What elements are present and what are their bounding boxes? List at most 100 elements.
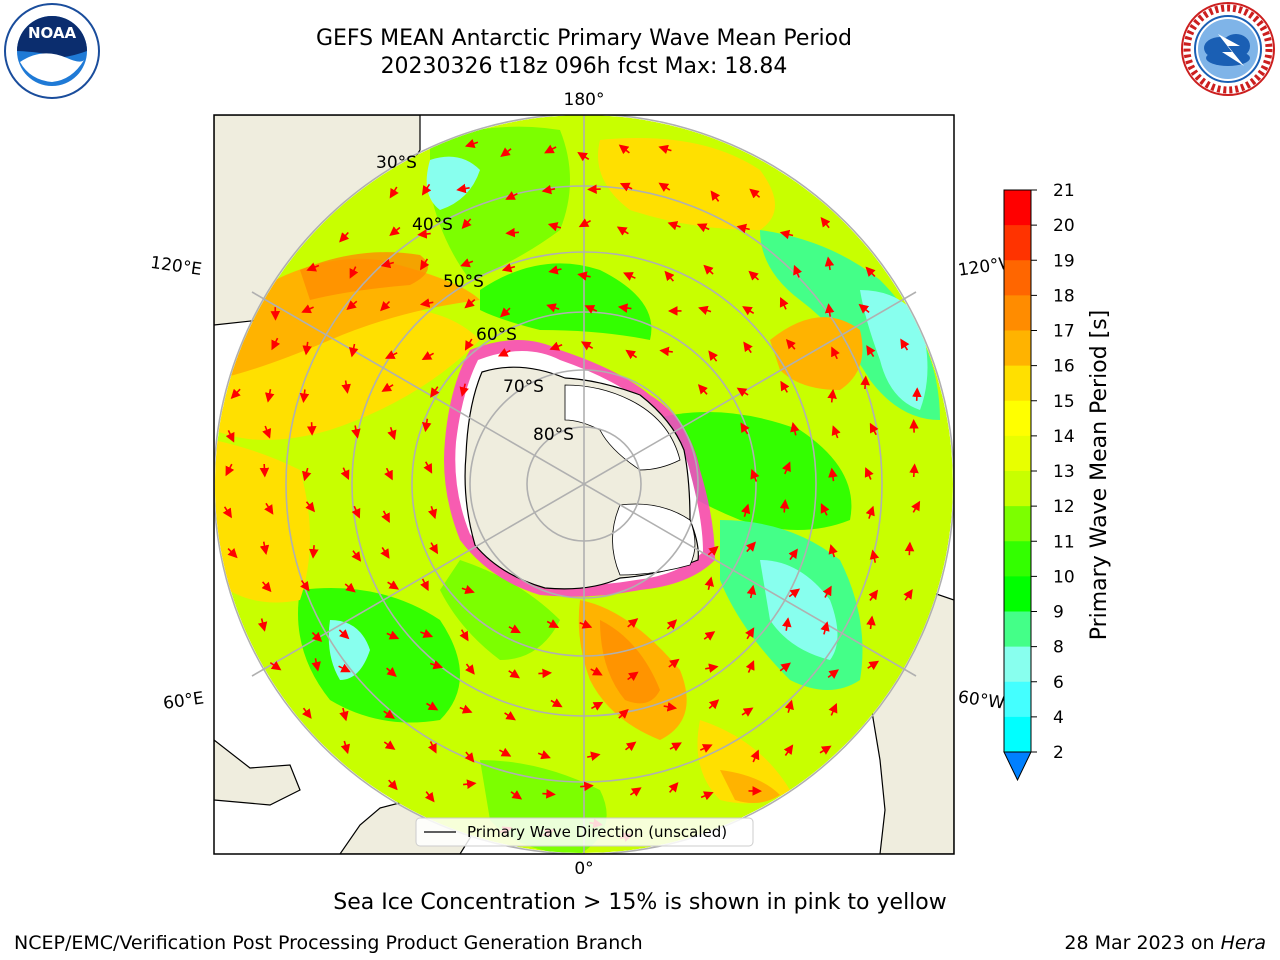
lat-label-40s: 40°S: [412, 215, 453, 235]
colorbar-tick-label: 17: [1053, 322, 1075, 342]
footer-credit: NCEP/EMC/Verification Post Processing Pr…: [14, 932, 643, 954]
colorbar-tick-label: 21: [1053, 181, 1075, 201]
colorbar-band: [1004, 435, 1031, 472]
colorbar-band: [1004, 295, 1031, 331]
wave-arrow: [225, 463, 235, 477]
colorbar-tick-label: 13: [1053, 462, 1075, 482]
wave-arrow: [548, 265, 562, 275]
wave-arrow: [903, 588, 913, 601]
wave-arrow: [779, 229, 794, 240]
wave-arrow: [698, 305, 712, 315]
wave-arrow: [828, 467, 838, 482]
colorbar-band: [1004, 260, 1031, 296]
wave-arrow: [348, 343, 359, 358]
wave-arrow: [340, 467, 350, 481]
chart-title: GEFS MEAN Antarctic Primary Wave Mean Pe…: [315, 26, 853, 51]
wave-arrow: [793, 264, 803, 278]
wave-arrow: [659, 346, 673, 357]
wave-arrow: [703, 631, 716, 641]
wave-arrow: [386, 630, 400, 640]
wave-arrow: [429, 660, 444, 670]
colorbar-tick-label: 14: [1053, 427, 1075, 447]
noaa-logo-text: NOAA: [28, 24, 77, 42]
wave-arrow: [788, 548, 798, 561]
colorbar-band: [1004, 471, 1031, 507]
nws-logo: [1181, 2, 1275, 96]
wave-arrow: [306, 422, 317, 436]
wave-arrow: [339, 707, 349, 722]
wave-arrow: [663, 702, 678, 712]
wave-arrow: [300, 580, 310, 592]
wave-arrow: [827, 388, 837, 403]
wave-arrow: [699, 744, 713, 753]
lon-label-60w: 60°W: [957, 687, 1006, 713]
wave-arrow: [666, 619, 678, 630]
wave-arrow: [381, 510, 390, 524]
wave-arrow: [459, 383, 469, 397]
colorbar-band: [1004, 716, 1031, 753]
wave-arrow: [745, 660, 755, 673]
lat-label-30s: 30°S: [376, 153, 417, 173]
wave-arrow: [464, 298, 476, 309]
wave-arrow: [420, 629, 434, 638]
wave-arrow: [465, 663, 475, 675]
wave-arrow: [421, 351, 434, 360]
wave-arrow: [749, 188, 761, 199]
wave-arrow: [500, 307, 511, 318]
wave-arrow: [627, 671, 639, 682]
wave-arrow: [427, 505, 438, 520]
wave-arrow: [508, 624, 521, 634]
wave-arrow: [546, 303, 560, 313]
colorbar-tick-label: 10: [1053, 567, 1075, 587]
lat-label-70s: 70°S: [503, 377, 544, 397]
wave-arrow: [865, 266, 876, 278]
sea-ice-caption: Sea Ice Concentration > 15% is shown in …: [333, 890, 947, 915]
noaa-logo: NOAA: [4, 3, 100, 99]
wave-arrow: [618, 144, 630, 155]
colorbar-tick-label: 4: [1053, 708, 1064, 728]
wave-arrow: [311, 631, 323, 643]
wave-arrow: [383, 740, 396, 750]
wave-arrow: [423, 461, 433, 474]
wave-arrow: [500, 147, 512, 157]
wave-arrow: [736, 223, 750, 234]
wave-arrow: [225, 430, 235, 443]
wave-arrow: [584, 305, 598, 314]
footer-date-text: 28 Mar 2023 on: [1064, 932, 1221, 954]
wave-arrow: [912, 387, 922, 401]
wave-arrow: [864, 467, 874, 480]
wave-arrow: [227, 548, 238, 559]
wave-arrow: [264, 502, 274, 515]
colorbar-band: [1004, 225, 1031, 261]
wave-arrow: [380, 258, 395, 269]
wave-arrow: [869, 422, 879, 436]
wave-arrow: [464, 751, 475, 763]
legend-label: Primary Wave Direction (unscaled): [467, 823, 727, 841]
wave-arrow: [783, 744, 794, 756]
wave-arrow: [627, 618, 639, 628]
wave-arrow: [866, 345, 876, 358]
wave-arrow: [302, 341, 312, 356]
wave-arrow: [351, 505, 361, 519]
colorbar-tick-label: 12: [1053, 497, 1075, 517]
wave-arrow: [461, 218, 472, 229]
wave-arrow: [827, 669, 839, 679]
colorbar-band: [1004, 541, 1031, 577]
wave-arrow: [745, 627, 755, 640]
wave-arrow: [750, 468, 760, 482]
wave-arrow: [591, 701, 604, 711]
wave-arrow: [779, 662, 791, 673]
wave-arrow: [389, 226, 401, 236]
wave-arrow: [705, 663, 719, 673]
wave-arrow: [302, 707, 312, 719]
wave-arrow: [259, 463, 270, 478]
colorbar-tick-label: 2: [1053, 743, 1064, 763]
wave-arrow: [464, 138, 479, 149]
wave-arrow: [459, 629, 469, 642]
lon-label-120e: 120°E: [149, 253, 203, 280]
wave-arrow: [308, 545, 319, 559]
wave-arrow: [865, 505, 875, 519]
wave-arrow: [579, 619, 593, 629]
wave-arrow: [420, 258, 430, 271]
